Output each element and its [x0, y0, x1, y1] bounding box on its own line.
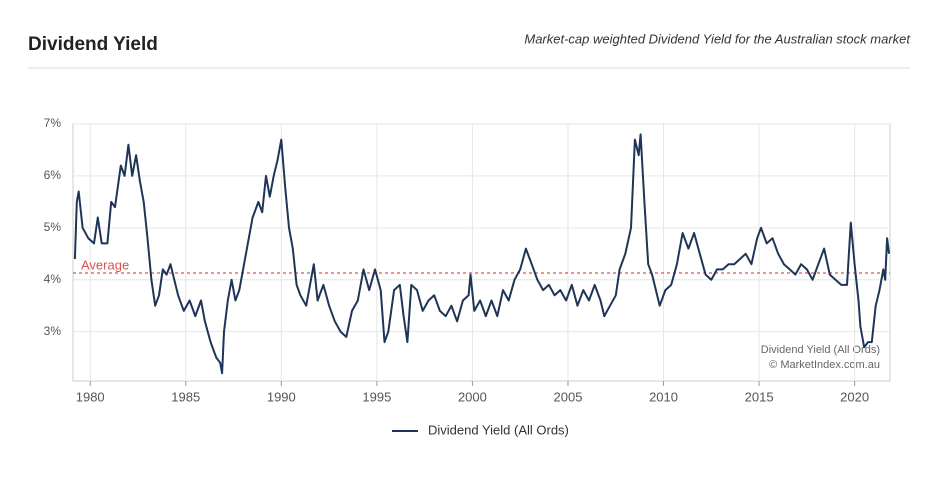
chart-title: Dividend Yield: [28, 34, 158, 55]
legend-label: Dividend Yield (All Ords): [428, 422, 569, 437]
y-tick-label: 5%: [44, 220, 62, 234]
average-label: Average: [81, 257, 129, 272]
x-tick-label: 1980: [76, 389, 105, 404]
x-tick-label: 2020: [840, 389, 869, 404]
chart-subtitle: Market-cap weighted Dividend Yield for t…: [524, 31, 911, 46]
plot-frame: [72, 123, 891, 382]
x-tick-label: 1990: [267, 389, 296, 404]
credit: Dividend Yield (All Ords): [761, 344, 880, 356]
x-tick-label: 1995: [362, 389, 391, 404]
x-tick-label: 2005: [554, 389, 583, 404]
x-tick-label: 2000: [458, 389, 487, 404]
credit: © MarketIndex.com.au: [769, 359, 880, 371]
y-tick-label: 7%: [44, 116, 62, 130]
y-tick-label: 3%: [44, 324, 62, 338]
x-tick-label: 2010: [649, 389, 678, 404]
y-tick-label: 6%: [44, 168, 62, 182]
y-tick-label: 4%: [44, 272, 62, 286]
data-line: [73, 133, 890, 375]
x-tick-label: 1985: [171, 389, 200, 404]
x-tick-label: 2015: [745, 389, 774, 404]
